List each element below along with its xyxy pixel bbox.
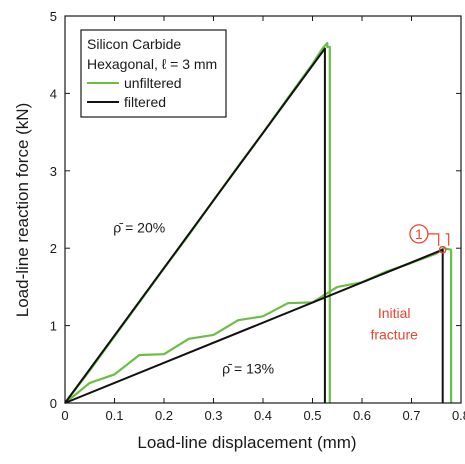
y-tick-label: 0 — [50, 396, 57, 411]
series-filtered-20 — [64, 47, 326, 404]
marker-1-label: 1 — [415, 226, 423, 242]
y-axis-title: Load-line reaction force (kN) — [13, 103, 32, 317]
legend-label-unfiltered: unfiltered — [124, 75, 182, 91]
legend-label-filtered: filtered — [124, 94, 166, 110]
annotations: ρ̄ = 20% ρ̄ = 13% Initial fracture 1 — [113, 220, 450, 377]
x-tick-label: 0.2 — [155, 408, 173, 423]
annotation: ρ̄ = 20% — [113, 220, 165, 236]
x-tick-label: 0.7 — [402, 408, 420, 423]
y-tick-label: 4 — [50, 86, 57, 101]
x-tick-label: 0.8 — [452, 408, 465, 423]
marker-1-leader — [427, 233, 440, 246]
y-tick-label: 1 — [50, 319, 57, 334]
annotation: Initial — [378, 305, 411, 321]
marker-1-bracket — [445, 233, 450, 246]
legend-title-line-2: Hexagonal, ℓ = 3 mm — [87, 56, 217, 72]
annotation: fracture — [370, 327, 418, 343]
legend: Silicon Carbide Hexagonal, ℓ = 3 mm unfi… — [80, 29, 227, 118]
fracture-point-marker — [438, 245, 447, 254]
x-tick-label: 0.6 — [353, 408, 371, 423]
x-tick-label: 0.1 — [105, 408, 123, 423]
ticks-layer: 0 0.1 0.2 0.3 0.4 0.5 0.6 0.7 0.8 0 1 2 3 4 5 — [50, 9, 465, 423]
y-tick-label: 2 — [50, 241, 57, 256]
x-tick-label: 0.5 — [303, 408, 321, 423]
series-layer — [64, 41, 453, 404]
x-axis-title: Load-line displacement (mm) — [137, 433, 356, 452]
x-tick-label: 0 — [61, 408, 68, 423]
legend-title-line-1: Silicon Carbide — [87, 36, 181, 52]
x-tick-label: 0.3 — [204, 408, 222, 423]
x-tick-label: 0.4 — [254, 408, 272, 423]
series-filtered-13 — [64, 248, 444, 404]
series-unfiltered-13 — [64, 247, 453, 404]
y-tick-label: 3 — [50, 164, 57, 179]
annotation: ρ̄ = 13% — [222, 361, 274, 377]
y-tick-label: 5 — [50, 9, 57, 24]
